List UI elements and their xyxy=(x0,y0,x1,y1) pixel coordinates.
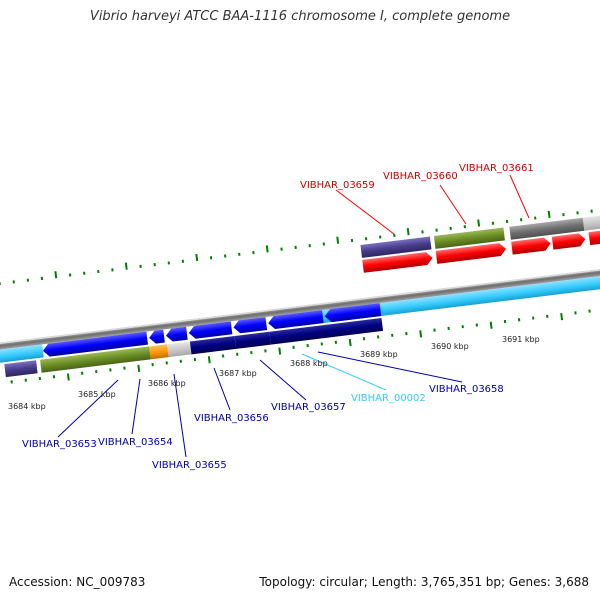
major-tick xyxy=(547,210,551,218)
cog-navy-block xyxy=(234,331,271,349)
gene-label-VIBHAR_03660: VIBHAR_03660 xyxy=(383,171,458,182)
accession-label: Accession: NC_009783 xyxy=(9,575,146,589)
map-title: Vibrio harveyi ATCC BAA-1116 chromosome … xyxy=(89,9,511,24)
leader-line xyxy=(317,351,463,383)
forward-cds-arrow xyxy=(362,252,433,273)
cog-slate-block xyxy=(4,360,38,378)
cog-navy-block xyxy=(189,335,237,355)
gene-label-VIBHAR_03656: VIBHAR_03656 xyxy=(194,413,269,424)
cog-navy-block xyxy=(269,317,384,345)
leader-line xyxy=(335,189,395,235)
scale-ticks-top xyxy=(0,209,593,286)
gene-label-VIBHAR_03661: VIBHAR_03661 xyxy=(459,163,534,174)
backbone-highlight xyxy=(0,240,600,364)
reverse-cds-arrow xyxy=(166,326,188,342)
scale-label: 3689 kbp xyxy=(360,350,398,359)
cog-gray-block xyxy=(509,217,585,240)
cog-light-gray-block xyxy=(167,341,192,358)
major-tick xyxy=(419,330,423,338)
reverse-cds-arrow xyxy=(233,317,268,334)
reverse-cds-arrow xyxy=(324,303,382,323)
scale-label: 3687 kbp xyxy=(219,369,257,378)
scale-label: 3685 kbp xyxy=(78,390,116,399)
rna-gene-bar xyxy=(300,239,600,326)
backbone xyxy=(0,240,600,369)
major-tick xyxy=(124,262,128,270)
cog-green-block xyxy=(433,227,505,249)
genome-summary: Topology: circular; Length: 3,765,351 bp… xyxy=(259,575,589,589)
major-tick xyxy=(560,312,564,321)
major-tick xyxy=(265,245,269,253)
major-tick xyxy=(406,228,410,236)
forward-cds-arrow xyxy=(551,233,586,250)
reverse-cds-arrow xyxy=(149,329,165,344)
scale-label: 3691 kbp xyxy=(502,335,540,344)
leader-line xyxy=(509,174,530,219)
major-tick xyxy=(489,321,493,329)
cog-slate-block xyxy=(360,236,432,258)
gene-label-VIBHAR_03658: VIBHAR_03658 xyxy=(429,384,504,395)
reverse-cds-arrow xyxy=(268,310,324,330)
forward-cds-arrow xyxy=(435,243,506,264)
scale-label: 3690 kbp xyxy=(431,342,469,351)
cog-orange-block xyxy=(149,344,169,360)
leader-line xyxy=(173,373,187,458)
leader-line xyxy=(131,378,141,435)
leader-line xyxy=(439,184,467,225)
scale-label: 3684 kbp xyxy=(8,402,46,411)
major-tick xyxy=(477,219,481,227)
scale-ticks-bottom xyxy=(10,309,591,384)
leader-line xyxy=(57,379,119,438)
gene-label-VIBHAR_00002: VIBHAR_00002 xyxy=(351,393,426,404)
gene-label-VIBHAR_03659: VIBHAR_03659 xyxy=(300,180,375,191)
major-tick xyxy=(54,271,58,279)
major-tick xyxy=(336,236,340,244)
major-tick xyxy=(348,338,352,347)
major-tick xyxy=(66,373,70,381)
major-tick xyxy=(278,347,282,355)
reverse-cds-arrow xyxy=(188,321,233,339)
linear-map-strip xyxy=(0,209,600,384)
leader-line xyxy=(259,359,307,401)
leader-line xyxy=(301,353,387,391)
gene-label-VIBHAR_03657: VIBHAR_03657 xyxy=(271,402,346,413)
cog-green-block xyxy=(40,346,151,373)
major-tick xyxy=(207,356,211,364)
reverse-cds-arrow xyxy=(42,331,148,357)
scale-label: 3686 kbp xyxy=(148,379,186,388)
major-tick xyxy=(137,364,141,372)
gene-label-VIBHAR_03655: VIBHAR_03655 xyxy=(152,460,227,471)
cog-light-gray-block xyxy=(582,212,600,231)
major-tick xyxy=(195,253,199,262)
scale-label: 3688 kbp xyxy=(290,359,328,368)
gene-label-VIBHAR_03653: VIBHAR_03653 xyxy=(22,439,97,450)
forward-cds-arrow xyxy=(511,237,551,255)
gene-label-VIBHAR_03654: VIBHAR_03654 xyxy=(98,437,173,448)
leader-line xyxy=(213,367,231,411)
